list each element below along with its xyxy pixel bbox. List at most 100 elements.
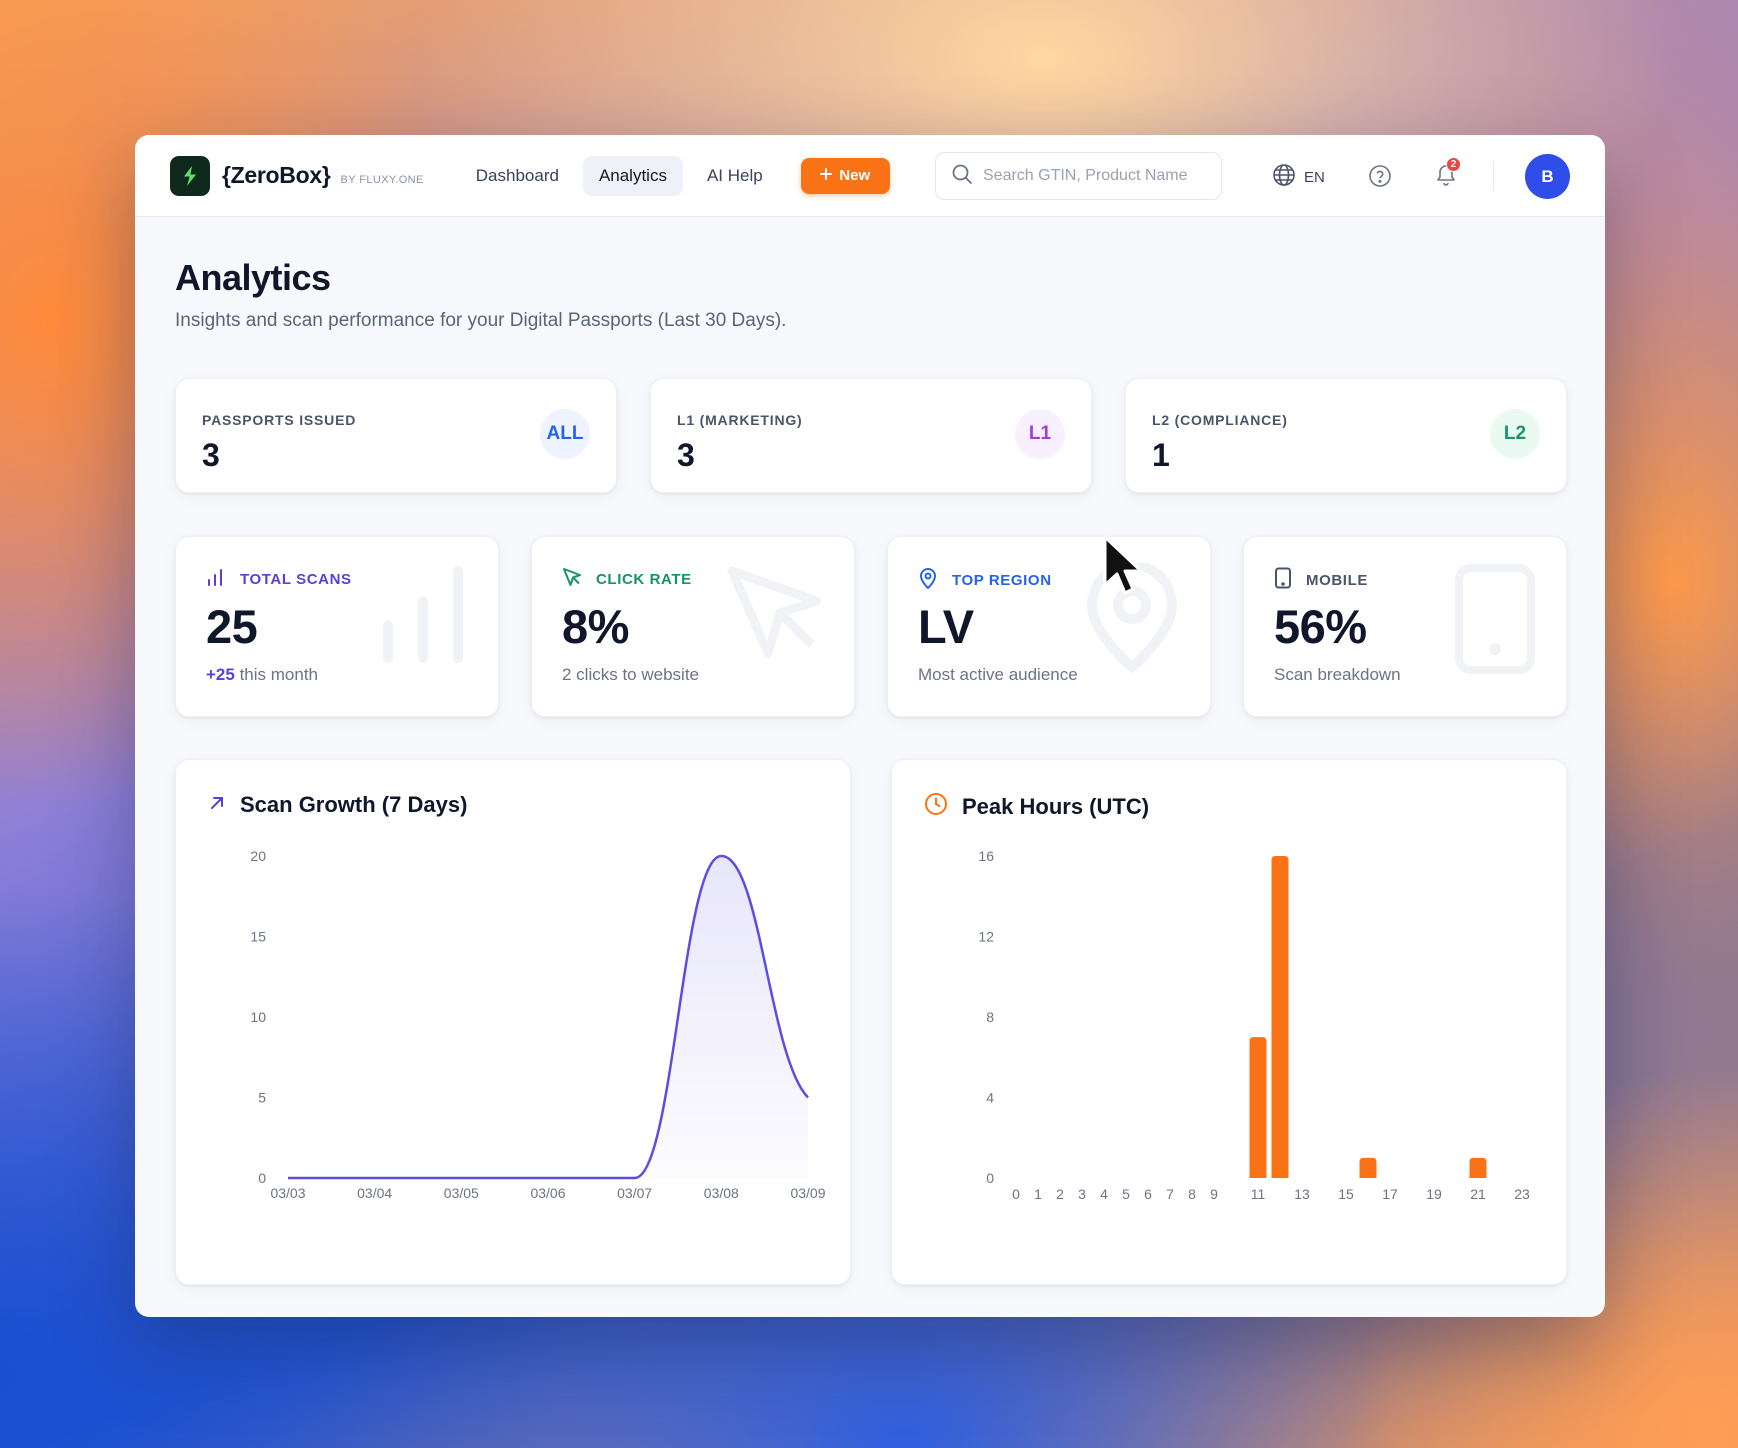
- summary-badge-l1: L1: [1015, 409, 1065, 459]
- nav-analytics[interactable]: Analytics: [582, 155, 683, 196]
- nav-ai-help[interactable]: AI Help: [706, 165, 763, 185]
- kpi-subtext: 2 clicks to website: [562, 665, 699, 684]
- plus-icon: [820, 167, 833, 184]
- bar: [1249, 1037, 1267, 1178]
- x-tick-label: 03/05: [444, 1185, 479, 1201]
- user-avatar[interactable]: B: [1525, 154, 1570, 199]
- kpi-value: LV: [918, 600, 974, 653]
- peak-hours-chart-card: Peak Hours (UTC) 0 4 8 12 16 0 1 2 3 4 5 6 7 8 9 11 13 15…: [891, 759, 1567, 1285]
- x-tick-label: 8: [1188, 1186, 1196, 1202]
- language-label: EN: [1304, 168, 1325, 186]
- clock-icon: [924, 792, 948, 822]
- notifications-button[interactable]: 2: [1434, 157, 1461, 193]
- kpi-label: TOP REGION: [952, 571, 1052, 589]
- page-subtitle: Insights and scan performance for your D…: [175, 310, 787, 331]
- smartphone-watermark-icon: [1454, 563, 1536, 680]
- summary-badge-all: ALL: [540, 409, 590, 459]
- trending-up-arrow-icon: [208, 792, 226, 818]
- search-box[interactable]: [935, 152, 1222, 200]
- app-window: {ZeroBox} BY FLUXY.ONE Dashboard Analyti…: [135, 135, 1605, 1317]
- chart-title: Peak Hours (UTC): [924, 792, 1149, 822]
- brand-name[interactable]: {ZeroBox}: [222, 162, 331, 188]
- globe-icon: [1272, 163, 1296, 191]
- summary-card-passports: PASSPORTS ISSUED 3 ALL: [175, 378, 617, 493]
- summary-value: 1: [1152, 437, 1170, 473]
- y-tick-label: 10: [250, 1009, 266, 1025]
- bar: [1271, 856, 1289, 1178]
- search-icon: [951, 163, 973, 190]
- series-area-fill: [288, 856, 808, 1178]
- smartphone-icon: [1274, 567, 1292, 593]
- help-button[interactable]: [1368, 164, 1392, 193]
- bar-chart-watermark-icon: [378, 563, 468, 668]
- y-tick-label: 20: [250, 848, 266, 864]
- brand-byline: BY FLUXY.ONE: [340, 173, 424, 186]
- x-tick-label: 4: [1100, 1186, 1108, 1202]
- new-button[interactable]: New: [800, 157, 890, 194]
- x-tick-label: 0: [1012, 1186, 1020, 1202]
- top-navigation-bar: {ZeroBox} BY FLUXY.ONE Dashboard Analyti…: [135, 135, 1605, 217]
- x-tick-label: 03/03: [270, 1185, 305, 1201]
- x-tick-label: 19: [1426, 1186, 1442, 1202]
- x-tick-label: 7: [1166, 1186, 1174, 1202]
- kpi-header: TOTAL SCANS: [206, 567, 352, 591]
- x-tick-label: 23: [1514, 1186, 1530, 1202]
- scan-growth-chart-card: Scan Growth (7 Days) 0 5 10 15 20 03/03 03/04 0…: [175, 759, 851, 1285]
- search-input[interactable]: [983, 167, 1213, 185]
- mouse-pointer-icon: [1103, 535, 1143, 595]
- bar: [1359, 1157, 1377, 1178]
- kpi-label: TOTAL SCANS: [240, 570, 352, 588]
- x-tick-label: 17: [1382, 1186, 1398, 1202]
- x-tick-label: 3: [1078, 1186, 1086, 1202]
- kpi-label: CLICK RATE: [596, 570, 692, 588]
- y-tick-label: 12: [978, 929, 994, 945]
- kpi-card-total-scans: TOTAL SCANS 25 +25 this month: [175, 536, 499, 717]
- x-tick-label: 9: [1210, 1186, 1218, 1202]
- x-tick-label: 03/07: [617, 1185, 652, 1201]
- nav-dashboard[interactable]: Dashboard: [475, 165, 559, 185]
- kpi-card-top-region: TOP REGION LV Most active audience: [887, 536, 1211, 717]
- kpi-delta: +25: [206, 665, 235, 684]
- bar: [1469, 1157, 1487, 1178]
- y-tick-label: 8: [986, 1009, 994, 1025]
- language-selector[interactable]: EN: [1272, 163, 1325, 191]
- kpi-card-mobile: MOBILE 56% Scan breakdown: [1243, 536, 1567, 717]
- summary-badge-l2: L2: [1490, 409, 1540, 459]
- zerobox-logo-icon[interactable]: [170, 155, 210, 196]
- new-button-label: New: [839, 167, 871, 184]
- x-tick-label: 15: [1338, 1186, 1354, 1202]
- cursor-click-icon: [562, 567, 582, 591]
- kpi-value: 25: [206, 600, 258, 653]
- summary-label: PASSPORTS ISSUED: [202, 412, 357, 428]
- x-tick-label: 5: [1122, 1186, 1130, 1202]
- summary-card-l2: L2 (COMPLIANCE) 1 L2: [1125, 378, 1567, 493]
- main-nav: Dashboard Analytics AI Help New: [460, 155, 890, 196]
- summary-label: L1 (MARKETING): [677, 412, 803, 428]
- kpi-subtext-label: this month: [234, 665, 318, 684]
- y-tick-label: 0: [258, 1170, 266, 1186]
- page-title: Analytics: [175, 257, 331, 298]
- kpi-subtext: Most active audience: [918, 665, 1078, 684]
- bar-chart-icon: [206, 567, 226, 591]
- kpi-subtext: Scan breakdown: [1274, 665, 1401, 684]
- series-line: [288, 854, 809, 1180]
- x-tick-label: 03/06: [530, 1185, 565, 1201]
- y-tick-label: 4: [986, 1090, 994, 1106]
- kpi-value: 56%: [1274, 600, 1367, 653]
- x-tick-label: 21: [1470, 1186, 1486, 1202]
- kpi-header: MOBILE: [1274, 567, 1368, 593]
- chart-title: Scan Growth (7 Days): [208, 792, 467, 818]
- x-tick-label: 11: [1251, 1186, 1266, 1202]
- kpi-header: TOP REGION: [918, 567, 1052, 593]
- kpi-header: CLICK RATE: [562, 567, 692, 591]
- summary-value: 3: [202, 437, 220, 473]
- x-tick-label: 03/08: [704, 1185, 739, 1201]
- kpi-subtext: +25 this month: [206, 665, 318, 685]
- summary-card-l1: L1 (MARKETING) 3 L1: [650, 378, 1092, 493]
- kpi-card-click-rate: CLICK RATE 8% 2 clicks to website: [531, 536, 855, 717]
- cursor-watermark-icon: [724, 563, 824, 668]
- summary-value: 3: [677, 437, 695, 473]
- chart-title-text: Scan Growth (7 Days): [240, 792, 468, 817]
- topbar-divider: [1493, 161, 1494, 191]
- x-tick-label: 03/09: [790, 1185, 825, 1201]
